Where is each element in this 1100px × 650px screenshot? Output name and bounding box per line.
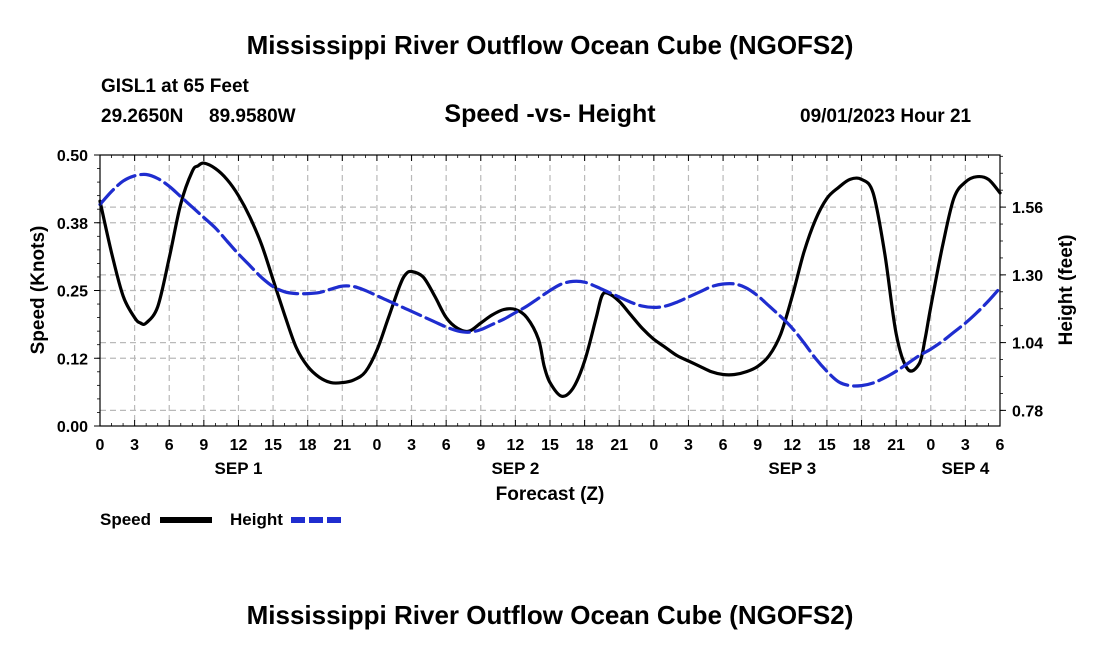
- x-tick-label: 0: [649, 437, 658, 454]
- y-right-tick-label: 0.78: [1012, 403, 1043, 420]
- x-tick-label: 12: [506, 437, 524, 454]
- x-tick-label: 0: [96, 437, 105, 454]
- y-left-tick-label: 0.12: [57, 351, 88, 368]
- height-series-line: [98, 172, 1002, 388]
- legend-speed-label: Speed: [100, 510, 151, 529]
- date-label: SEP 2: [491, 459, 539, 478]
- x-tick-labels: 0 3 6 9 12 15 18 21 0 3 6 9 12 15 18 21 0 3 6 9 12 15 18 21 0 3 6: [96, 437, 1005, 454]
- x-tick-label: 9: [753, 437, 762, 454]
- speed-series-line: [98, 161, 1002, 398]
- grid-lines: [100, 155, 1000, 426]
- x-tick-label: 3: [130, 437, 139, 454]
- x-tick-label: 18: [853, 437, 871, 454]
- legend-height-label: Height: [230, 510, 283, 529]
- y-right-tick-label: 1.04: [1012, 336, 1043, 353]
- date-label: SEP 4: [941, 459, 989, 478]
- y-left-tick-label: 0.25: [57, 284, 88, 301]
- x-tick-label: 6: [442, 437, 451, 454]
- x-tick-label: 0: [926, 437, 935, 454]
- x-tick-label: 15: [264, 437, 282, 454]
- x-tick-label: 21: [610, 437, 628, 454]
- station-longitude: 89.9580W: [209, 106, 296, 127]
- y-right-tick-label: 1.30: [1012, 268, 1043, 285]
- x-tick-label: 0: [372, 437, 381, 454]
- plot-frame: [99, 154, 1001, 427]
- x-axis-label: Forecast (Z): [496, 484, 605, 505]
- date-label: SEP 3: [768, 459, 816, 478]
- footer-title: Mississippi River Outflow Ocean Cube (NG…: [246, 600, 854, 630]
- chart-subtitle: Speed -vs- Height: [444, 100, 656, 128]
- date-label: SEP 1: [215, 459, 263, 478]
- x-tick-label: 6: [165, 437, 174, 454]
- x-tick-label: 12: [783, 437, 801, 454]
- x-tick-label: 9: [476, 437, 485, 454]
- left-tick-labels: 0.00 0.12 0.25 0.38 0.50: [57, 148, 88, 436]
- x-tick-label: 18: [299, 437, 317, 454]
- x-tick-label: 9: [199, 437, 208, 454]
- y-left-tick-label: 0.38: [57, 216, 88, 233]
- x-tick-label: 21: [333, 437, 351, 454]
- y-left-tick-label: 0.50: [57, 148, 88, 165]
- x-tick-label: 15: [818, 437, 836, 454]
- right-tick-labels: 0.78 1.04 1.30 1.56: [1012, 200, 1043, 420]
- station-label: GISL1 at 65 Feet: [101, 76, 249, 97]
- x-tick-label: 6: [719, 437, 728, 454]
- station-latitude: 29.2650N: [101, 106, 184, 127]
- x-tick-label: 12: [230, 437, 248, 454]
- right-axis-label: Height (feet): [1056, 235, 1077, 346]
- series-group: [98, 161, 1002, 398]
- x-tick-label: 3: [684, 437, 693, 454]
- y-left-tick-label: 0.00: [57, 419, 88, 436]
- left-axis-label: Speed (Knots): [28, 226, 49, 355]
- forecast-datetime: 09/01/2023 Hour 21: [800, 106, 972, 127]
- x-tick-label: 21: [887, 437, 905, 454]
- x-tick-label: 15: [541, 437, 559, 454]
- x-tick-label: 3: [407, 437, 416, 454]
- legend: Speed Height: [100, 510, 343, 529]
- x-tick-label: 6: [996, 437, 1005, 454]
- x-tick-label: 18: [576, 437, 594, 454]
- x-tick-label: 3: [961, 437, 970, 454]
- y-right-tick-label: 1.56: [1012, 200, 1043, 217]
- date-labels: SEP 1 SEP 2 SEP 3 SEP 4: [215, 459, 990, 478]
- chart-title: Mississippi River Outflow Ocean Cube (NG…: [246, 30, 854, 60]
